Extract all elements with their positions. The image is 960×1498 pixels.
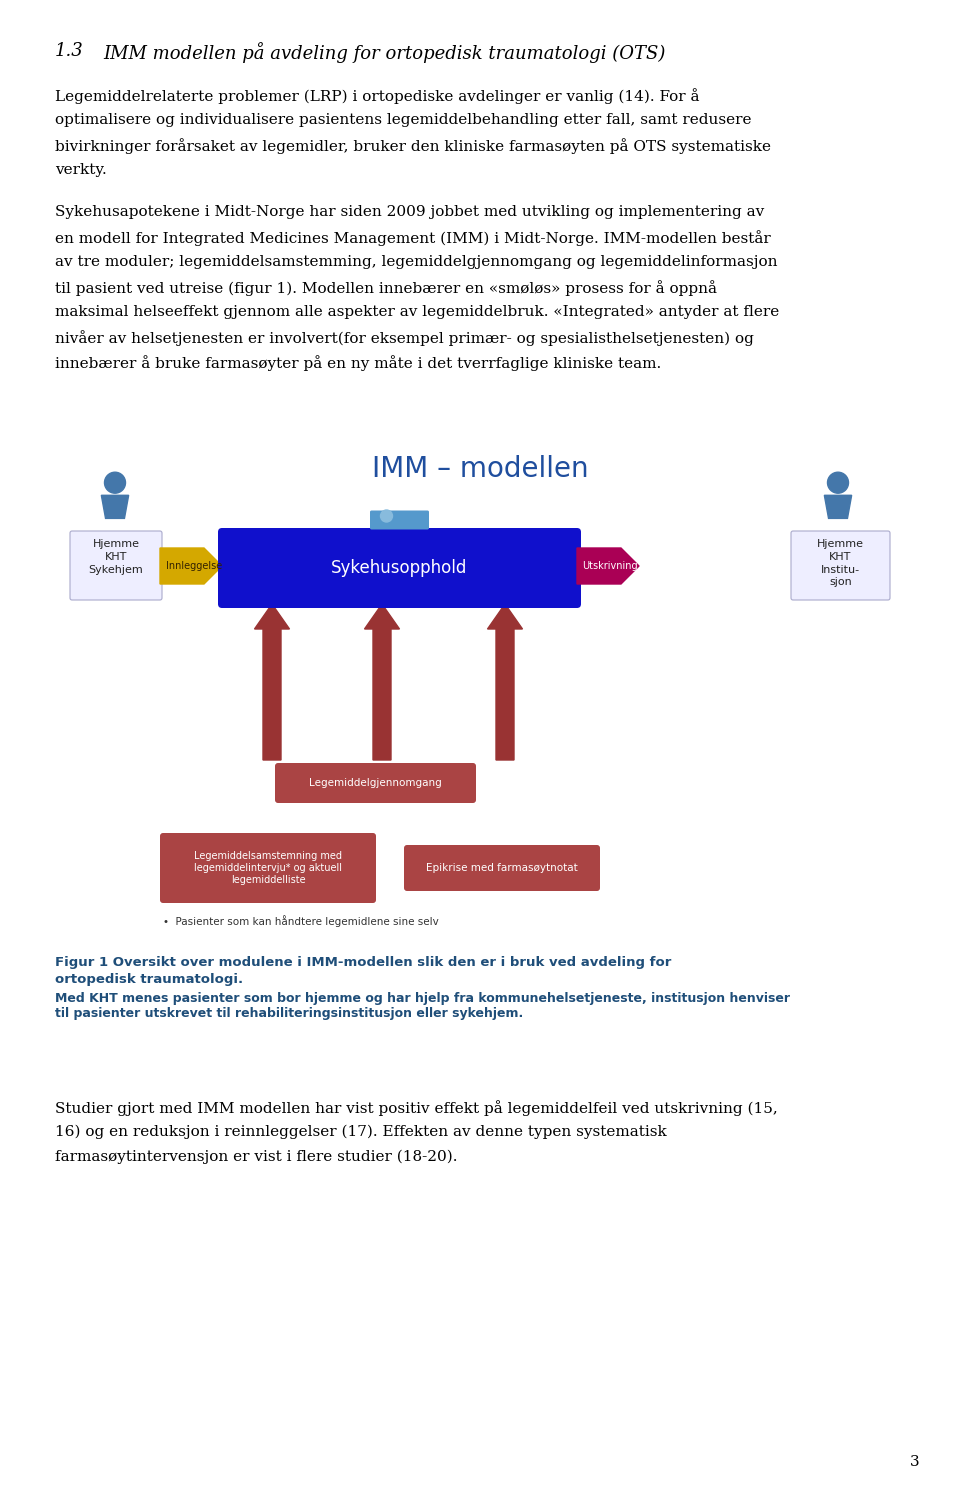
Text: Hjemme
KHT
Sykehjem: Hjemme KHT Sykehjem	[88, 539, 143, 575]
Text: Innleggelse: Innleggelse	[166, 560, 223, 571]
Text: bivirkninger forårsaket av legemidler, bruker den kliniske farmasøyten på OTS sy: bivirkninger forårsaket av legemidler, b…	[55, 138, 771, 154]
Text: Hjemme
KHT
Institu-
sjon: Hjemme KHT Institu- sjon	[817, 539, 864, 587]
Text: IMM modellen på avdeling for ortopedisk traumatologi (OTS): IMM modellen på avdeling for ortopedisk …	[103, 42, 665, 63]
FancyBboxPatch shape	[218, 527, 581, 608]
FancyArrow shape	[365, 604, 399, 759]
FancyBboxPatch shape	[160, 833, 376, 903]
FancyBboxPatch shape	[395, 512, 421, 523]
Text: verkty.: verkty.	[55, 163, 107, 177]
Text: ortopedisk traumatologi.: ortopedisk traumatologi.	[55, 974, 243, 986]
FancyBboxPatch shape	[70, 530, 162, 601]
Text: Legemiddelrelaterte problemer (LRP) i ortopediske avdelinger er vanlig (14). For: Legemiddelrelaterte problemer (LRP) i or…	[55, 88, 700, 103]
FancyBboxPatch shape	[275, 762, 476, 803]
Text: IMM – modellen: IMM – modellen	[372, 455, 588, 482]
Polygon shape	[102, 496, 129, 518]
Text: Figur 1 Oversikt over modulene i IMM-modellen slik den er i bruk ved avdeling fo: Figur 1 Oversikt over modulene i IMM-mod…	[55, 956, 671, 969]
FancyArrow shape	[254, 604, 290, 759]
Text: maksimal helseeffekt gjennom alle aspekter av legemiddelbruk. «Integrated» antyd: maksimal helseeffekt gjennom alle aspekt…	[55, 306, 780, 319]
Circle shape	[105, 472, 126, 493]
Circle shape	[380, 509, 393, 521]
FancyArrow shape	[488, 604, 522, 759]
Text: nivåer av helsetjenesten er involvert(for eksempel primær- og spesialisthelsetje: nivåer av helsetjenesten er involvert(fo…	[55, 330, 754, 346]
Text: Sykehusapotekene i Midt-Norge har siden 2009 jobbet med utvikling og implementer: Sykehusapotekene i Midt-Norge har siden …	[55, 205, 764, 219]
Circle shape	[828, 472, 849, 493]
Text: en modell for Integrated Medicines Management (IMM) i Midt-Norge. IMM-modellen b: en modell for Integrated Medicines Manag…	[55, 231, 771, 246]
Text: til pasient ved utreise (figur 1). Modellen innebærer en «smøløs» prosess for å : til pasient ved utreise (figur 1). Model…	[55, 280, 717, 297]
FancyBboxPatch shape	[370, 511, 429, 529]
Polygon shape	[825, 496, 852, 518]
Text: Utskrivning: Utskrivning	[582, 560, 637, 571]
Text: til pasienter utskrevet til rehabiliteringsinstitusjon eller sykehjem.: til pasienter utskrevet til rehabiliteri…	[55, 1007, 523, 1020]
Text: Legemiddelsamstemning med
legemiddelintervju* og aktuell
legemiddelliste: Legemiddelsamstemning med legemiddelinte…	[194, 851, 342, 885]
FancyBboxPatch shape	[791, 530, 890, 601]
Text: Med KHT menes pasienter som bor hjemme og har hjelp fra kommunehelsetjeneste, in: Med KHT menes pasienter som bor hjemme o…	[55, 992, 790, 1005]
FancyArrow shape	[577, 548, 639, 584]
Text: 1.3: 1.3	[55, 42, 84, 60]
Text: 16) og en reduksjon i reinnleggelser (17). Effekten av denne typen systematisk: 16) og en reduksjon i reinnleggelser (17…	[55, 1125, 667, 1140]
Text: Studier gjort med IMM modellen har vist positiv effekt på legemiddelfeil ved uts: Studier gjort med IMM modellen har vist …	[55, 1100, 778, 1116]
Text: Epikrise med farmasøytnotat: Epikrise med farmasøytnotat	[426, 863, 578, 873]
Text: av tre moduler; legemiddelsamstemming, legemiddelgjennomgang og legemiddelinform: av tre moduler; legemiddelsamstemming, l…	[55, 255, 778, 270]
Text: Legemiddelgjennomgang: Legemiddelgjennomgang	[309, 777, 442, 788]
Text: optimalisere og individualisere pasientens legemiddelbehandling etter fall, samt: optimalisere og individualisere pasiente…	[55, 112, 752, 127]
FancyArrow shape	[160, 548, 222, 584]
Text: innebærer å bruke farmasøyter på en ny måte i det tverrfaglige kliniske team.: innebærer å bruke farmasøyter på en ny m…	[55, 355, 661, 372]
FancyBboxPatch shape	[404, 845, 600, 891]
Text: farmasøytintervensjon er vist i flere studier (18-20).: farmasøytintervensjon er vist i flere st…	[55, 1150, 458, 1164]
Text: 3: 3	[910, 1455, 920, 1470]
Text: •  Pasienter som kan håndtere legemidlene sine selv: • Pasienter som kan håndtere legemidlene…	[163, 915, 439, 927]
Text: Sykehusopphold: Sykehusopphold	[331, 559, 468, 577]
